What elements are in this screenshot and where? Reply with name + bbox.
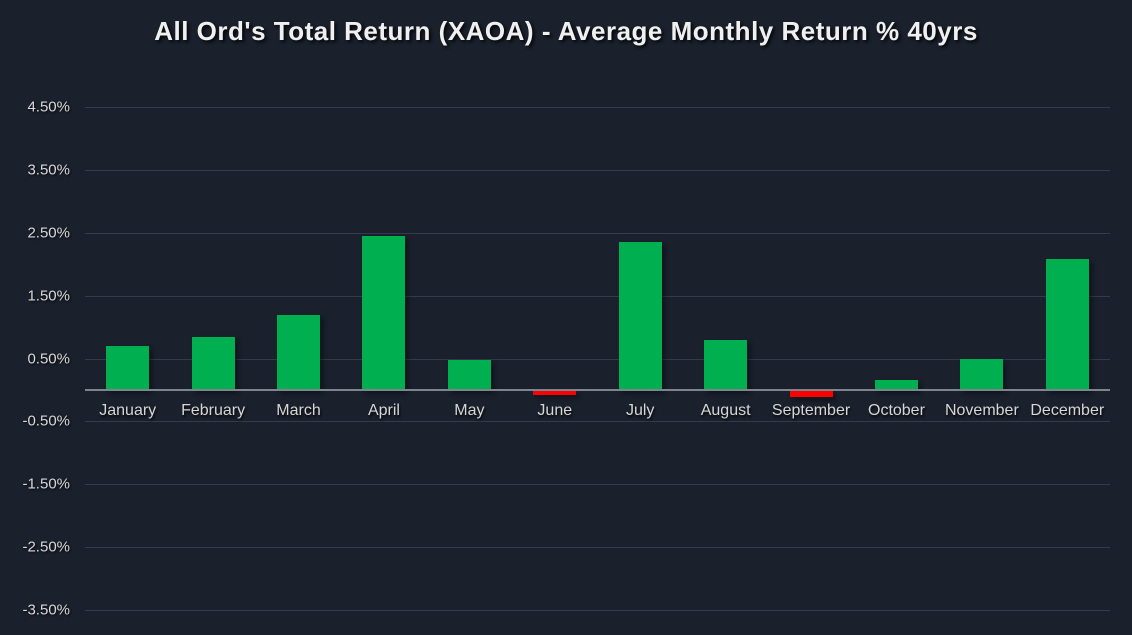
x-label-june: June [537, 402, 573, 419]
bar-january [106, 345, 150, 390]
bar-may [447, 359, 491, 390]
gridline [85, 421, 1110, 423]
bar-june [533, 391, 577, 396]
zero-axis-line [85, 389, 1110, 391]
x-label-september: September [771, 402, 851, 419]
gridline [85, 106, 1110, 108]
bar-april [362, 235, 406, 390]
x-label-january: January [99, 402, 157, 419]
y-tick-label: -3.50% [22, 601, 70, 619]
bar-march [277, 314, 321, 390]
bar-february [191, 336, 235, 390]
x-label-march: March [276, 402, 321, 419]
gridline [85, 610, 1110, 612]
y-tick-label: 0.50% [27, 350, 70, 368]
y-tick-label: -2.50% [22, 538, 70, 556]
gridline [85, 169, 1110, 171]
x-label-may: May [454, 402, 485, 419]
y-tick-label: -1.50% [22, 475, 70, 493]
y-tick-label: -0.50% [22, 412, 70, 430]
y-tick-label: 2.50% [27, 224, 70, 242]
gridline [85, 547, 1110, 549]
bar-september [789, 391, 833, 398]
x-label-october: October [867, 402, 925, 419]
chart-title: All Ord's Total Return (XAOA) - Average … [154, 16, 978, 46]
x-label-december: December [1030, 402, 1105, 419]
bar-july [618, 242, 662, 390]
bar-december [1045, 259, 1089, 390]
x-label-august: August [700, 402, 751, 419]
gridline [85, 232, 1110, 234]
gridline [85, 484, 1110, 486]
gridline [85, 295, 1110, 297]
bar-november [960, 358, 1004, 390]
y-tick-label: 4.50% [27, 98, 70, 116]
gridline [85, 358, 1110, 360]
x-label-july: July [625, 402, 655, 419]
y-tick-label: 1.50% [27, 287, 70, 305]
x-label-february: February [181, 402, 246, 419]
bar-august [704, 339, 748, 390]
bar-october [874, 379, 918, 390]
y-tick-label: 3.50% [27, 161, 70, 179]
x-label-april: April [367, 402, 400, 419]
x-label-november: November [944, 402, 1019, 419]
